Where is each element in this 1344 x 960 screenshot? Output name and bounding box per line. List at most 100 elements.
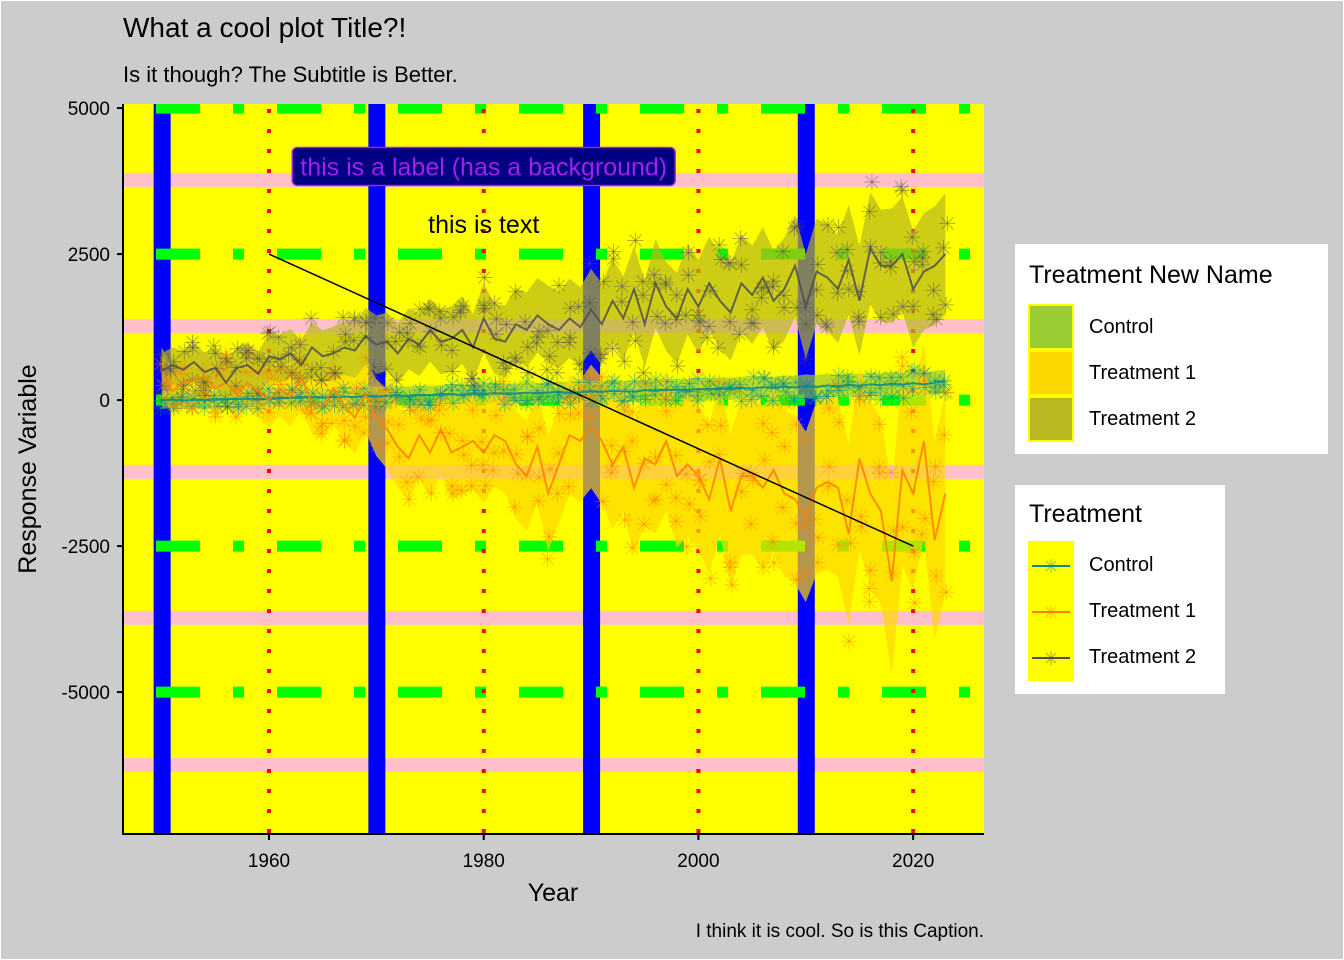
data-point bbox=[755, 415, 772, 432]
data-point bbox=[346, 417, 363, 434]
data-point bbox=[283, 365, 300, 382]
data-point bbox=[335, 309, 352, 326]
data-point bbox=[366, 309, 383, 326]
data-point bbox=[626, 373, 643, 390]
data-point bbox=[207, 404, 224, 421]
data-point bbox=[894, 182, 911, 199]
data-point bbox=[366, 358, 383, 375]
data-point bbox=[689, 387, 706, 404]
data-point bbox=[699, 416, 716, 433]
data-point bbox=[724, 576, 741, 593]
data-point bbox=[237, 344, 254, 361]
data-point bbox=[165, 353, 182, 370]
y-tick-label: 5000 bbox=[68, 99, 110, 120]
data-point bbox=[624, 403, 641, 420]
data-point bbox=[519, 428, 536, 445]
vertical-band bbox=[153, 104, 171, 834]
data-point bbox=[764, 392, 781, 409]
data-point bbox=[767, 377, 784, 394]
data-point bbox=[702, 570, 719, 587]
data-point bbox=[411, 301, 428, 318]
data-point bbox=[561, 334, 578, 351]
data-point bbox=[464, 370, 481, 387]
data-point bbox=[582, 367, 599, 384]
data-point bbox=[777, 395, 794, 412]
data-point bbox=[789, 299, 806, 316]
data-point bbox=[387, 391, 404, 408]
data-point bbox=[313, 425, 330, 442]
data-point bbox=[818, 318, 835, 335]
data-point bbox=[452, 302, 469, 319]
data-point bbox=[731, 326, 748, 343]
data-point bbox=[788, 515, 805, 532]
data-point bbox=[862, 387, 879, 404]
data-point bbox=[581, 408, 598, 425]
data-point bbox=[894, 298, 911, 315]
data-point bbox=[153, 361, 170, 378]
data-point bbox=[184, 339, 201, 356]
data-point bbox=[303, 310, 320, 327]
data-point bbox=[444, 342, 461, 359]
data-point bbox=[453, 377, 470, 394]
data-point bbox=[229, 340, 246, 357]
data-point bbox=[809, 307, 826, 324]
data-point bbox=[173, 389, 190, 406]
data-point bbox=[939, 215, 956, 232]
data-point bbox=[839, 369, 856, 386]
data-point bbox=[895, 390, 912, 407]
data-point bbox=[336, 432, 353, 449]
data-point bbox=[423, 411, 440, 428]
fill-legend-label-control: Control bbox=[1089, 316, 1154, 338]
data-point bbox=[839, 241, 856, 258]
data-point bbox=[283, 364, 300, 381]
fill-legend-key-control bbox=[1028, 304, 1074, 350]
data-point bbox=[357, 314, 374, 331]
data-point bbox=[645, 492, 662, 509]
vertical-band bbox=[368, 104, 386, 834]
data-point bbox=[377, 361, 394, 378]
data-point bbox=[713, 251, 730, 268]
data-point bbox=[691, 312, 708, 329]
data-point bbox=[668, 311, 685, 328]
data-point bbox=[828, 375, 845, 392]
data-point bbox=[883, 377, 900, 394]
data-point bbox=[862, 562, 879, 579]
data-point bbox=[498, 316, 515, 333]
data-point bbox=[938, 584, 955, 601]
data-point bbox=[238, 350, 255, 367]
data-point bbox=[304, 361, 321, 378]
data-point bbox=[270, 362, 287, 379]
data-point bbox=[906, 362, 923, 379]
data-point bbox=[421, 394, 438, 411]
data-point bbox=[249, 400, 266, 417]
data-point bbox=[421, 301, 438, 318]
data-point bbox=[616, 353, 633, 370]
data-point bbox=[906, 544, 923, 561]
data-point bbox=[551, 405, 568, 422]
data-point bbox=[529, 328, 546, 345]
data-point bbox=[251, 351, 268, 368]
data-point bbox=[744, 301, 761, 318]
series-line-control bbox=[161, 380, 946, 402]
data-point bbox=[712, 417, 729, 434]
data-point bbox=[444, 363, 461, 380]
data-point bbox=[809, 554, 826, 571]
data-point bbox=[774, 376, 791, 393]
data-point bbox=[401, 399, 418, 416]
data-point bbox=[219, 398, 236, 415]
data-point bbox=[273, 376, 290, 393]
data-point bbox=[348, 380, 365, 397]
data-point bbox=[624, 539, 641, 556]
data-point bbox=[624, 433, 641, 450]
data-point bbox=[798, 430, 815, 447]
data-point bbox=[379, 314, 396, 331]
data-point bbox=[357, 329, 374, 346]
data-point bbox=[187, 382, 204, 399]
data-point bbox=[507, 349, 524, 366]
data-point bbox=[401, 491, 418, 508]
data-point bbox=[183, 400, 200, 417]
data-point bbox=[681, 375, 698, 392]
data-point bbox=[207, 345, 224, 362]
data-point bbox=[303, 369, 320, 386]
data-point bbox=[570, 405, 587, 422]
